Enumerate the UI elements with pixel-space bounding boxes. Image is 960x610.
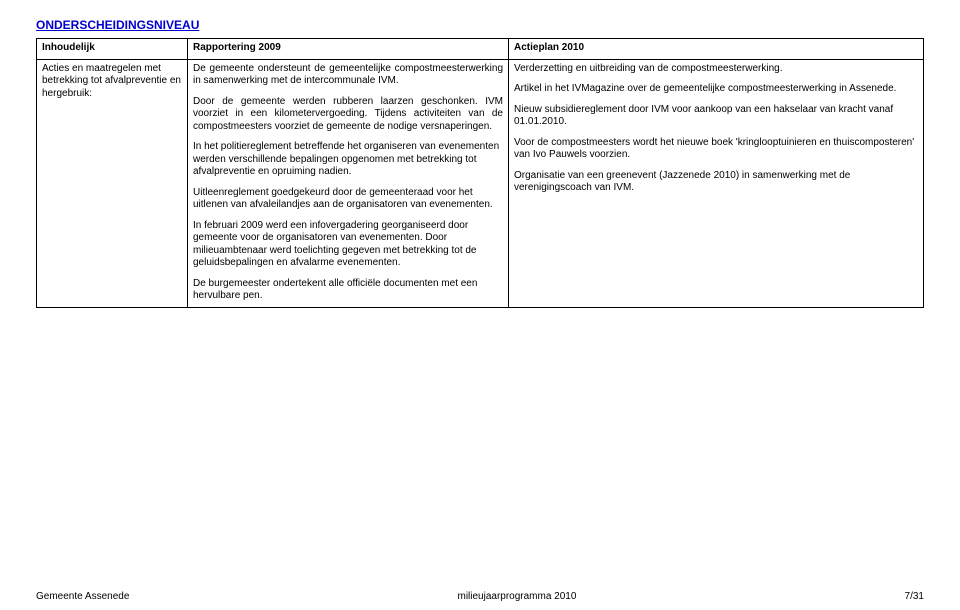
page-footer: Gemeente Assenede milieujaarprogramma 20… [36, 591, 924, 602]
a2010-p5: Organisatie van een greenevent (Jazzened… [514, 170, 918, 195]
table-row: Acties en maatregelen met betrekking tot… [37, 59, 924, 307]
cell-rapport-2009: De gemeente ondersteunt de gemeentelijke… [188, 59, 509, 307]
actions-label-text: Acties en maatregelen met betrekking tot… [42, 63, 181, 99]
r2009-p5: In februari 2009 werd een infovergaderin… [193, 220, 503, 270]
footer-center: milieujaarprogramma 2010 [457, 591, 576, 602]
cell-actions-label: Acties en maatregelen met betrekking tot… [37, 59, 188, 307]
a2010-p2: Artikel in het IVMagazine over de gemeen… [514, 83, 918, 96]
r2009-p2: Door de gemeente werden rubberen laarzen… [193, 96, 503, 134]
a2010-p4: Voor de compostmeesters wordt het nieuwe… [514, 137, 918, 162]
r2009-p6: De burgemeester ondertekent alle officië… [193, 278, 503, 303]
header-col1: Inhoudelijk [37, 39, 188, 60]
footer-left: Gemeente Assenede [36, 591, 129, 602]
header-col2: Rapportering 2009 [188, 39, 509, 60]
page: ONDERSCHEIDINGSNIVEAU Inhoudelijk Rappor… [0, 0, 960, 610]
section-heading: ONDERSCHEIDINGSNIVEAU [36, 18, 924, 32]
a2010-p3: Nieuw subsidiereglement door IVM voor aa… [514, 104, 918, 129]
r2009-p3: In het politiereglement betreffende het … [193, 141, 503, 179]
r2009-p1: De gemeente ondersteunt de gemeentelijke… [193, 63, 503, 88]
footer-right: 7/31 [905, 591, 924, 602]
table-header-row: Inhoudelijk Rapportering 2009 Actieplan … [37, 39, 924, 60]
r2009-p4: Uitleenreglement goedgekeurd door de gem… [193, 187, 503, 212]
cell-actieplan-2010: Verderzetting en uitbreiding van de comp… [509, 59, 924, 307]
a2010-p1: Verderzetting en uitbreiding van de comp… [514, 63, 918, 76]
content-table: Inhoudelijk Rapportering 2009 Actieplan … [36, 38, 924, 308]
header-col3: Actieplan 2010 [509, 39, 924, 60]
